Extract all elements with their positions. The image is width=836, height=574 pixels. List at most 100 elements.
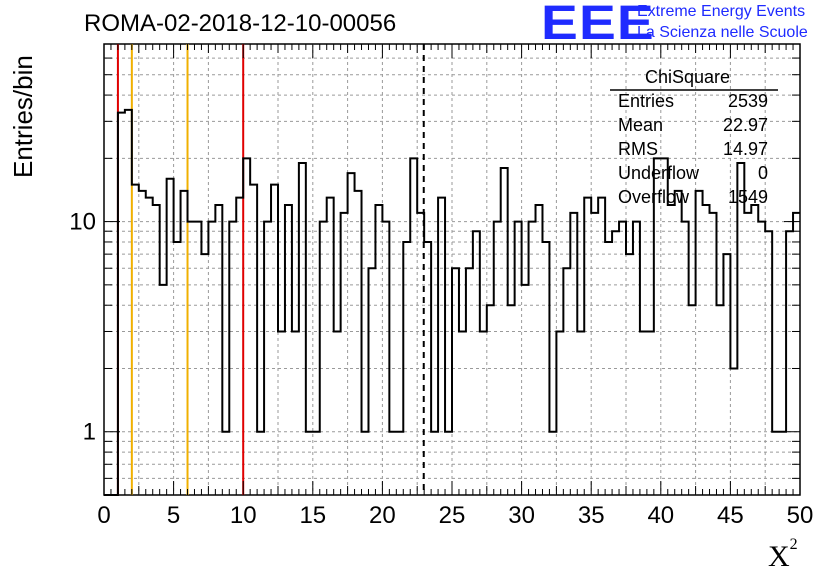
histogram [104, 108, 800, 496]
histogram-bin [438, 198, 445, 495]
histogram-bin [584, 198, 591, 495]
histogram-bin [723, 254, 730, 495]
histogram-bin [424, 242, 431, 495]
axes: 0 5 10 15 20 25 30 35 40 45 50 1 10 [69, 44, 813, 529]
histogram-bin [146, 198, 153, 495]
histogram-bin [710, 213, 717, 495]
stats-key: Underflow [618, 163, 700, 183]
histogram-bin [118, 113, 125, 495]
histogram-bin [577, 331, 584, 495]
histogram-bin [612, 231, 619, 495]
histogram-bin [355, 191, 362, 495]
x-tick-label: 15 [299, 502, 326, 529]
histogram-bin [542, 242, 549, 495]
histogram-bin [125, 110, 132, 495]
histogram-bin [368, 268, 375, 495]
histogram-bin [563, 268, 570, 495]
histogram-bin [299, 163, 306, 495]
histogram-bin [765, 231, 772, 495]
histogram-bin [208, 222, 215, 495]
histogram-bin [556, 331, 563, 495]
y-tick-label: 10 [69, 209, 96, 236]
stats-value: 22.97 [722, 115, 768, 135]
histogram-bin [647, 331, 654, 495]
histogram-bin [431, 432, 438, 495]
histogram-bin [703, 205, 710, 495]
histogram-bin [348, 173, 355, 495]
histogram-bin [737, 163, 744, 495]
x-tick-label: 30 [508, 502, 535, 529]
histogram-bin [334, 331, 341, 495]
histogram-bin [382, 222, 389, 495]
histogram-bin [410, 158, 417, 495]
histogram-bin [786, 231, 793, 495]
histogram-bin [292, 331, 299, 495]
histogram-bin [682, 222, 689, 495]
logo-text-line2: La Scienza nelle Scuole [637, 24, 808, 41]
x-tick-label: 50 [787, 502, 814, 529]
histogram-bin [549, 432, 556, 495]
x-tick-label: 5 [167, 502, 180, 529]
histogram-bin [633, 222, 640, 495]
histogram-bin [243, 158, 250, 495]
stats-title: ChiSquare [645, 67, 731, 87]
histogram-bin [696, 191, 703, 495]
x-tick-label: 10 [230, 502, 257, 529]
histogram-bin [327, 198, 334, 495]
histogram-bin [271, 185, 278, 495]
histogram-bin [591, 213, 598, 495]
x-tick-label: 25 [439, 502, 466, 529]
stats-value: 14.97 [722, 139, 768, 159]
histogram-bin [396, 432, 403, 495]
histogram-bin [473, 231, 480, 495]
histogram-bin [181, 191, 188, 495]
histogram-bin [494, 222, 501, 495]
plot-title: ROMA-02-2018-12-10-00056 [84, 10, 397, 37]
y-tick-label: 1 [83, 419, 96, 446]
x-tick-label: 20 [369, 502, 396, 529]
histogram-bin [320, 222, 327, 495]
histogram-bin [174, 242, 181, 495]
histogram-bin [730, 368, 737, 495]
histogram-bin [167, 179, 174, 495]
histogram-outline [104, 108, 800, 496]
stats-row: RMS 14.97 [618, 139, 768, 161]
histogram-bin [236, 198, 243, 495]
histogram-bin [153, 205, 160, 495]
histogram-bin [689, 305, 696, 495]
histogram-bin [793, 213, 800, 495]
histogram-bin [529, 222, 536, 495]
stats-row: Overflow 1549 [618, 187, 768, 209]
histogram-bin [306, 432, 313, 495]
histogram-bin [194, 222, 201, 495]
histogram-bin [222, 432, 229, 495]
histogram-bin [626, 254, 633, 495]
stats-value: 2539 [727, 91, 768, 111]
histogram-bin [362, 432, 369, 495]
histogram-bin [487, 305, 494, 495]
histogram-bin [188, 222, 195, 495]
stats-row: Mean 22.97 [618, 115, 768, 137]
stats-value: 1549 [727, 187, 768, 207]
histogram-bin [598, 198, 605, 495]
histogram-bin [201, 254, 208, 495]
histogram-bin [744, 213, 751, 495]
histogram-bin [445, 432, 452, 495]
stats-key: RMS [618, 139, 658, 159]
histogram-bin [668, 205, 675, 495]
stats-key: Overflow [618, 187, 690, 207]
histogram-bin [508, 305, 515, 495]
eee-logo: EEE [541, 0, 655, 50]
histogram-bin [605, 242, 612, 495]
histogram-bin [403, 242, 410, 495]
x-tick-label: 40 [647, 502, 674, 529]
x-tick-label: 45 [717, 502, 744, 529]
y-axis-label: Entries/bin [8, 55, 38, 178]
histogram-bin [536, 205, 543, 495]
histogram-bin [501, 168, 508, 495]
histogram-bin [716, 305, 723, 495]
x-axis-label: X2 [768, 536, 798, 573]
histogram-bin [515, 222, 522, 495]
stats-key: Entries [618, 91, 675, 111]
